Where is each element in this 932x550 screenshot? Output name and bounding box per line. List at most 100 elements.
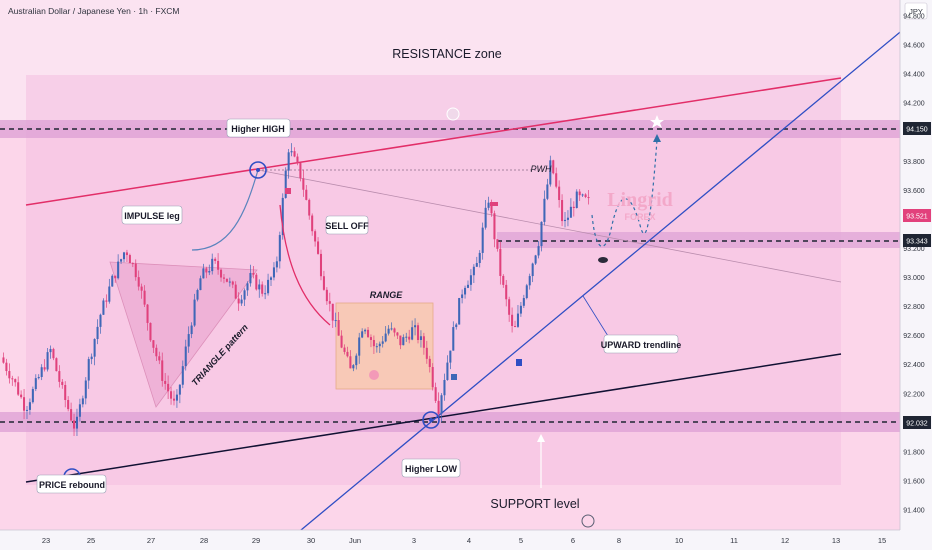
- projection-path: [591, 139, 658, 247]
- current-price-tag: [903, 209, 931, 222]
- candle-down: [261, 284, 264, 294]
- y-ticks-group: 91.40091.60091.80092.00092.20092.40092.6…: [903, 14, 925, 515]
- candle-down: [322, 276, 325, 290]
- higher-low-label: Higher LOW: [405, 464, 458, 474]
- triangle-pattern-shape: [109, 261, 258, 408]
- candle-down: [490, 202, 493, 214]
- lightning-icon[interactable]: [581, 514, 595, 528]
- candle-down: [305, 189, 308, 200]
- candle-down: [231, 281, 234, 285]
- candle-up: [34, 378, 37, 390]
- candle-down: [499, 248, 502, 276]
- candle-up: [111, 275, 114, 287]
- candle-down: [58, 371, 61, 382]
- candle-down: [137, 277, 140, 287]
- candle-down: [152, 340, 155, 348]
- candle-down: [434, 387, 437, 401]
- selloff-arrow: [279, 204, 331, 326]
- candle-up: [93, 339, 96, 357]
- candle-up: [202, 268, 205, 279]
- candle-down: [167, 383, 170, 392]
- candle-up: [75, 416, 78, 429]
- candle-down: [314, 231, 317, 242]
- higher-low-box: [401, 458, 461, 478]
- candle-up: [193, 299, 196, 326]
- candle-down: [128, 255, 131, 264]
- candle-up: [446, 362, 449, 380]
- candle-up: [184, 346, 187, 367]
- x-tick-label: 25: [87, 536, 95, 545]
- x-ticks-group: 23 25 27 28 29 30 Jun 3 4 5 6 8 10 11 12 13 15: [42, 536, 886, 545]
- candle-down: [558, 186, 561, 201]
- candle-down: [55, 358, 58, 372]
- candle-up: [278, 235, 281, 262]
- candle-up: [581, 194, 584, 196]
- price-rebound-label: PRICE rebound: [39, 480, 105, 490]
- candle-down: [146, 304, 149, 323]
- candle-down: [552, 160, 555, 174]
- candle-up: [287, 152, 290, 171]
- candle-up: [96, 326, 99, 340]
- price-axis[interactable]: [900, 0, 932, 550]
- x-tick-label: 27: [147, 536, 155, 545]
- eye-icon[interactable]: [598, 257, 608, 263]
- candle-up: [246, 283, 249, 291]
- candle-up: [472, 266, 475, 276]
- descending-line: [257, 169, 842, 283]
- candle-up: [25, 409, 29, 411]
- candle-down: [225, 278, 228, 282]
- candle-down: [64, 384, 67, 400]
- candle-down: [214, 258, 217, 261]
- candle-up: [575, 191, 578, 208]
- candle-up: [243, 290, 246, 300]
- candle-down: [149, 322, 152, 341]
- support-level-label: SUPPORT level: [490, 497, 579, 511]
- candle-up: [272, 267, 275, 278]
- event-icon[interactable]: [446, 107, 460, 121]
- candle-up: [390, 328, 393, 330]
- candle-up: [269, 277, 273, 280]
- candle-down: [428, 358, 431, 368]
- candle-up: [275, 261, 278, 268]
- candle-up: [178, 384, 181, 395]
- candle-down: [61, 381, 64, 385]
- candle-up: [484, 207, 487, 228]
- candle-up: [81, 398, 84, 405]
- candle-up: [99, 314, 102, 327]
- x-tick-label: 4: [467, 536, 471, 545]
- candle-up: [352, 365, 355, 369]
- candle-down: [340, 335, 343, 348]
- y-tick-label: 94.800: [903, 14, 925, 21]
- candle-down: [393, 328, 396, 333]
- candle-up: [46, 352, 49, 370]
- candle-down: [319, 253, 323, 277]
- candle-down: [296, 156, 299, 164]
- candle-down: [337, 320, 340, 336]
- candle-down: [369, 337, 372, 340]
- candle-up: [381, 341, 384, 344]
- candle-up: [469, 275, 472, 285]
- target-star-icon: [650, 115, 664, 128]
- candle-up: [87, 359, 90, 381]
- y-tick-label: 91.800: [903, 449, 925, 456]
- candle-down: [205, 268, 208, 273]
- candle-down: [217, 260, 220, 270]
- candle-down: [17, 382, 20, 395]
- candle-up: [478, 252, 481, 264]
- candle-up: [461, 294, 464, 299]
- candle-up: [355, 355, 358, 366]
- higher-high-box: [226, 118, 291, 138]
- y-tick-label: 94.600: [903, 43, 925, 50]
- x-tick-label: Jun: [349, 536, 361, 545]
- x-tick-label: 8: [617, 536, 621, 545]
- y-tick-label: 92.600: [903, 333, 925, 340]
- currency-badge[interactable]: [904, 2, 928, 20]
- time-axis[interactable]: [0, 530, 900, 550]
- candle-down: [52, 348, 55, 359]
- candle-down: [317, 241, 320, 254]
- candle-up: [120, 259, 123, 262]
- candle-up: [419, 336, 422, 340]
- earnings-flag-icon[interactable]: [516, 359, 522, 366]
